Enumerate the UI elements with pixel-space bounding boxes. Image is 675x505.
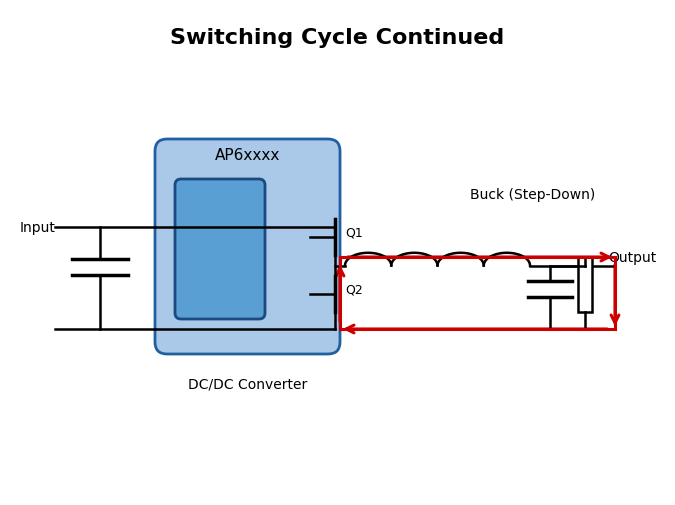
Text: Input: Input: [20, 221, 56, 234]
Text: AP6xxxx: AP6xxxx: [215, 147, 281, 162]
Text: Q2: Q2: [345, 283, 362, 296]
FancyBboxPatch shape: [175, 180, 265, 319]
FancyBboxPatch shape: [155, 140, 340, 355]
Text: Output: Output: [608, 250, 656, 265]
Text: Switching Cycle Continued: Switching Cycle Continued: [170, 28, 504, 48]
Bar: [578, 257, 592, 312]
Text: Q1: Q1: [345, 226, 362, 239]
Text: Buck (Step-Down): Buck (Step-Down): [470, 188, 595, 201]
Text: DC/DC Converter: DC/DC Converter: [188, 377, 308, 391]
